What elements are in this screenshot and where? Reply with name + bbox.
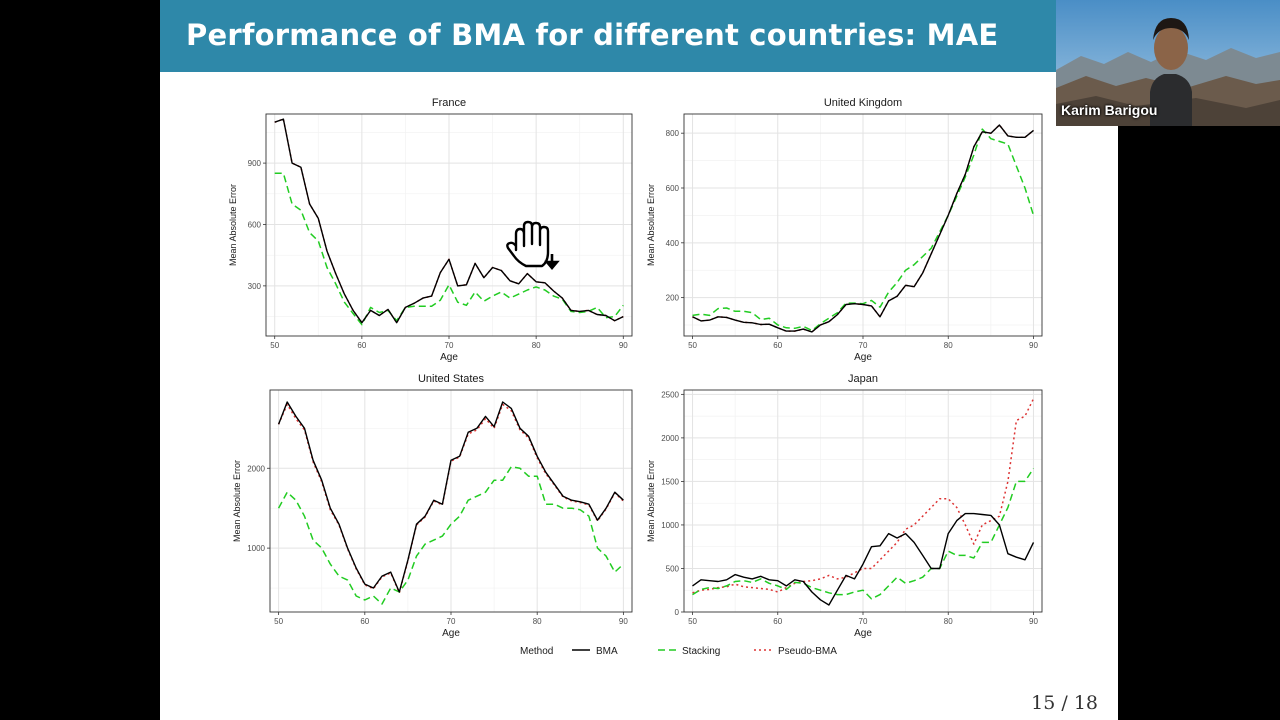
hand-cursor-icon — [506, 220, 560, 271]
x-tick-label: 80 — [944, 617, 953, 626]
y-tick-label: 1000 — [247, 544, 265, 553]
x-tick-label: 90 — [1029, 341, 1038, 350]
x-tick-label: 80 — [532, 341, 541, 350]
webcam-video — [1056, 0, 1280, 126]
y-tick-label: 900 — [248, 159, 262, 168]
x-tick-label: 70 — [445, 341, 454, 350]
y-tick-label: 0 — [675, 608, 680, 617]
y-tick-label: 600 — [248, 220, 262, 229]
x-tick-label: 70 — [859, 341, 868, 350]
y-axis-label: Mean Absolute Error — [228, 184, 238, 266]
y-tick-label: 1500 — [661, 477, 679, 486]
y-tick-label: 2000 — [661, 434, 679, 443]
panel-title: United Kingdom — [824, 97, 902, 109]
legend-label-pseudo-bma: Pseudo-BMA — [778, 646, 837, 657]
x-tick-label: 60 — [773, 617, 782, 626]
x-tick-label: 60 — [773, 341, 782, 350]
webcam-tile: Karim Barigou — [1056, 0, 1280, 126]
y-tick-label: 2000 — [247, 464, 265, 473]
x-tick-label: 90 — [619, 341, 628, 350]
title-banner: Performance of BMA for different countri… — [160, 0, 1056, 72]
y-tick-label: 400 — [666, 239, 680, 248]
legend-title: Method — [520, 646, 553, 657]
x-axis-label: Age — [440, 352, 458, 363]
y-axis-label: Mean Absolute Error — [646, 460, 656, 542]
x-axis-label: Age — [442, 628, 460, 639]
legend-label-bma: BMA — [596, 646, 618, 657]
y-tick-label: 2500 — [661, 390, 679, 399]
x-tick-label: 80 — [944, 341, 953, 350]
x-tick-label: 50 — [270, 341, 279, 350]
x-tick-label: 70 — [859, 617, 868, 626]
panel-united-states: 50 60 70 80 90 1000 2000 United States Age Mean A… — [232, 373, 633, 639]
panel-japan: 50 60 70 80 90 0 500 1000 1500 2000 2500 Japan Age Me… — [646, 373, 1043, 639]
series-line-stacking — [692, 467, 1035, 600]
y-axis-label: Mean Absolute Error — [232, 460, 242, 542]
participant-name: Karim Barigou — [1061, 102, 1158, 118]
y-tick-label: 800 — [666, 129, 680, 138]
y-tick-label: 200 — [666, 294, 680, 303]
legend-label-stacking: Stacking — [682, 646, 720, 657]
x-tick-label: 50 — [274, 617, 283, 626]
x-axis-label: Age — [854, 628, 872, 639]
panel-title: France — [432, 97, 466, 109]
slide: Performance of BMA for different countri… — [160, 0, 1118, 720]
panel-title: Japan — [848, 373, 878, 385]
series-line-bma — [692, 124, 1034, 333]
y-tick-label: 600 — [666, 184, 680, 193]
series-line-pseudo-bma — [277, 403, 624, 594]
y-tick-label: 500 — [666, 564, 680, 573]
y-tick-label: 1000 — [661, 521, 679, 530]
y-tick-label: 300 — [248, 282, 262, 291]
x-axis-label: Age — [854, 352, 872, 363]
panel-united-kingdom: 50 60 70 80 90 200 400 600 800 United Kingdom Age M… — [646, 97, 1043, 363]
x-tick-label: 70 — [447, 617, 456, 626]
x-tick-label: 50 — [688, 341, 697, 350]
series-line-bma — [692, 512, 1035, 606]
x-tick-label: 60 — [360, 617, 369, 626]
series-line-stacking — [692, 128, 1035, 332]
slide-title: Performance of BMA for different countri… — [186, 18, 999, 52]
series-line-bma — [274, 118, 624, 324]
x-tick-label: 80 — [533, 617, 542, 626]
x-tick-label: 90 — [1029, 617, 1038, 626]
x-tick-label: 90 — [619, 617, 628, 626]
x-tick-label: 60 — [357, 341, 366, 350]
panel-title: United States — [418, 373, 485, 385]
series-line-bma — [277, 401, 624, 593]
y-axis-label: Mean Absolute Error — [646, 184, 656, 266]
x-tick-label: 50 — [688, 617, 697, 626]
series-line-stacking — [277, 465, 624, 605]
panel-france: 50 60 70 80 90 300 600 900 France Age Mean Absolut… — [228, 97, 633, 363]
legend: Method BMA Stacking Pseudo-BMA — [520, 646, 837, 657]
page-number: 15 / 18 — [1031, 692, 1098, 714]
